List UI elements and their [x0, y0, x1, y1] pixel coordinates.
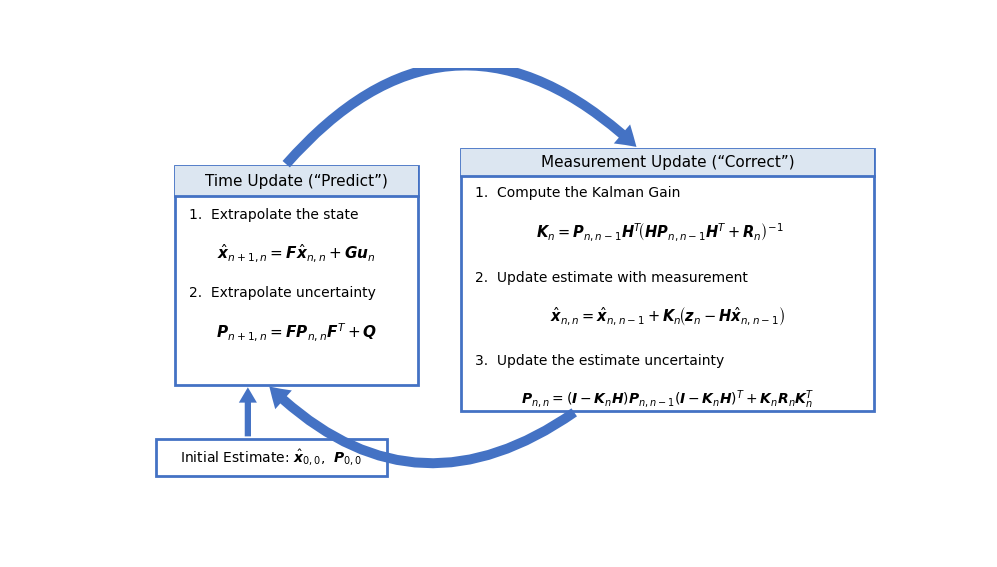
FancyBboxPatch shape: [461, 149, 874, 176]
Text: $\boldsymbol{P}_{n+1,n} = \boldsymbol{F}\boldsymbol{P}_{n,n}\boldsymbol{F}^T + \: $\boldsymbol{P}_{n+1,n} = \boldsymbol{F}…: [216, 321, 377, 343]
Text: Time Update (“Predict”): Time Update (“Predict”): [205, 174, 388, 189]
FancyBboxPatch shape: [156, 439, 387, 476]
Text: $\hat{\boldsymbol{x}}_{n+1,n} = \boldsymbol{F}\hat{\boldsymbol{x}}_{n,n} + \bold: $\hat{\boldsymbol{x}}_{n+1,n} = \boldsym…: [217, 243, 376, 265]
Text: 3.  Update the estimate uncertainty: 3. Update the estimate uncertainty: [475, 354, 724, 368]
Text: $\boldsymbol{K}_n = \boldsymbol{P}_{n,n-1}\boldsymbol{H}^T\!\left(\boldsymbol{H}: $\boldsymbol{K}_n = \boldsymbol{P}_{n,n-…: [535, 221, 784, 243]
Text: $\hat{\boldsymbol{x}}_{n,n} = \hat{\boldsymbol{x}}_{n,n-1} + \boldsymbol{K}_n\!\: $\hat{\boldsymbol{x}}_{n,n} = \hat{\bold…: [550, 306, 785, 328]
FancyBboxPatch shape: [174, 166, 418, 196]
Text: Measurement Update (“Correct”): Measurement Update (“Correct”): [540, 155, 795, 170]
FancyBboxPatch shape: [174, 166, 418, 384]
Text: 1.  Extrapolate the state: 1. Extrapolate the state: [188, 208, 358, 222]
FancyArrowPatch shape: [269, 387, 577, 468]
Text: 2.  Extrapolate uncertainty: 2. Extrapolate uncertainty: [188, 286, 376, 301]
Text: $\boldsymbol{P}_{n,n} = (\boldsymbol{I} - \boldsymbol{K}_n\boldsymbol{H})\boldsy: $\boldsymbol{P}_{n,n} = (\boldsymbol{I} …: [520, 388, 814, 411]
Text: 1.  Compute the Kalman Gain: 1. Compute the Kalman Gain: [475, 186, 680, 200]
FancyBboxPatch shape: [461, 149, 874, 411]
FancyArrowPatch shape: [239, 387, 257, 437]
FancyArrowPatch shape: [282, 60, 636, 167]
Text: Initial Estimate: $\hat{\boldsymbol{x}}_{0,0}$,  $\boldsymbol{P}_{0,0}$: Initial Estimate: $\hat{\boldsymbol{x}}_…: [180, 447, 363, 468]
Text: 2.  Update estimate with measurement: 2. Update estimate with measurement: [475, 271, 748, 285]
